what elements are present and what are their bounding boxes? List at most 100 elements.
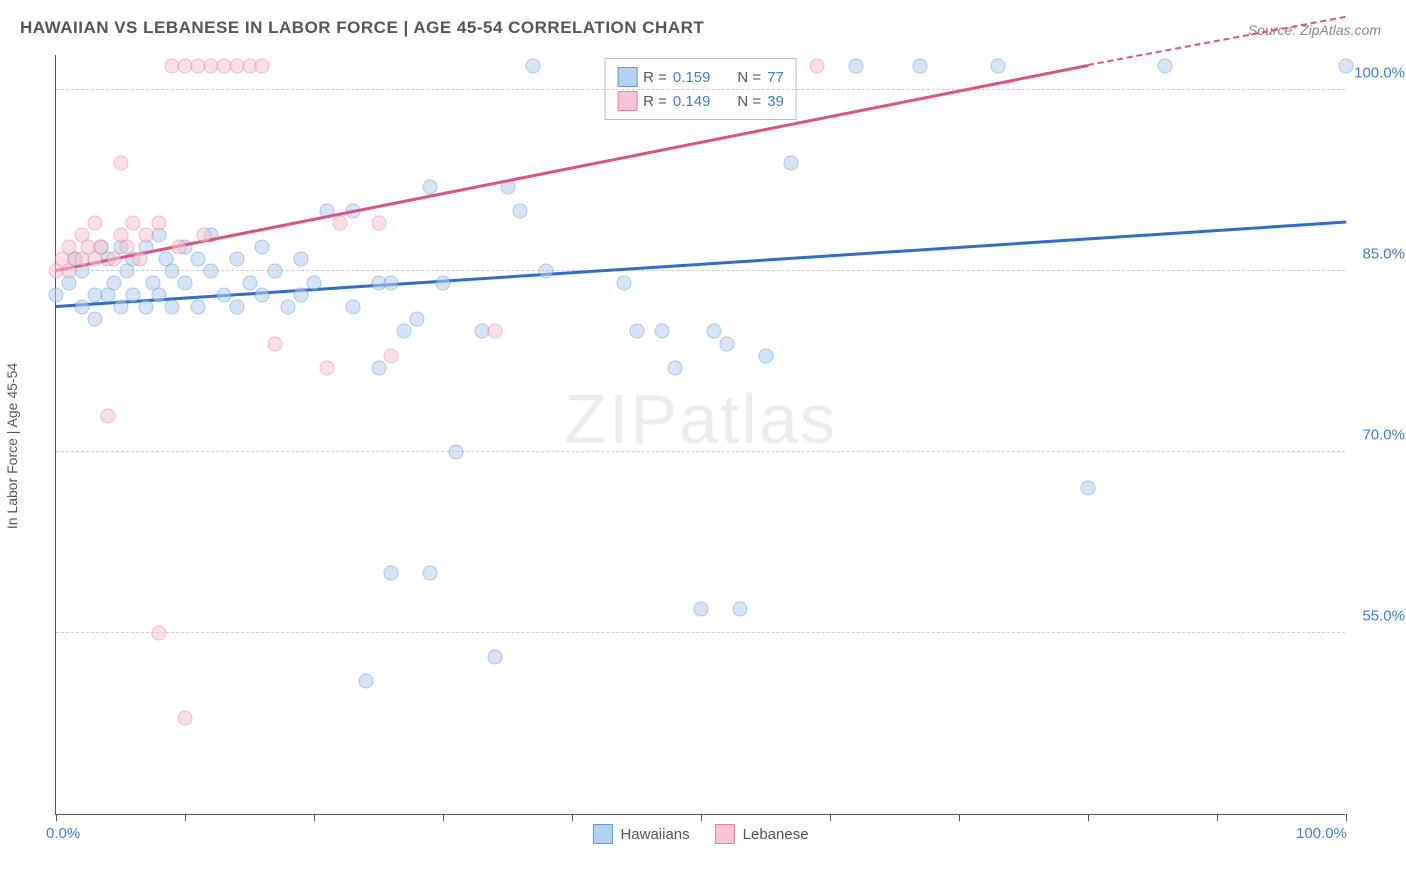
x-tick-mark [185,814,186,821]
data-point [487,324,502,339]
series-legend: Hawaiians Lebanese [592,824,808,844]
legend-item: Lebanese [715,824,809,844]
data-point [423,565,438,580]
data-point [255,59,270,74]
data-point [113,155,128,170]
data-point [152,288,167,303]
x-tick-mark [701,814,702,821]
x-tick-mark [443,814,444,821]
data-point [448,445,463,460]
n-label: N = [737,93,761,110]
data-point [1158,59,1173,74]
data-point [178,276,193,291]
data-point [668,360,683,375]
data-point [216,288,231,303]
x-tick-mark [314,814,315,821]
data-point [113,300,128,315]
y-tick-label: 55.0% [1362,608,1405,625]
data-point [848,59,863,74]
data-point [732,601,747,616]
data-point [513,203,528,218]
legend-swatch [617,67,637,87]
n-value: 77 [767,69,784,86]
data-point [107,252,122,267]
y-axis-label: In Labor Force | Age 45-54 [4,363,20,529]
data-point [94,240,109,255]
gridline-h [56,632,1345,633]
data-point [384,565,399,580]
x-tick-mark [830,814,831,821]
data-point [74,300,89,315]
data-point [197,227,212,242]
legend-row: R = 0.159N = 77 [617,65,784,89]
data-point [139,300,154,315]
data-point [694,601,709,616]
legend-label: Lebanese [743,826,809,843]
trend-line [56,220,1346,307]
data-point [913,59,928,74]
chart-plot-area: ZIPatlas R = 0.159N = 77R = 0.149N = 39 … [55,55,1345,815]
data-point [384,348,399,363]
trend-line-ext [1088,16,1346,66]
data-point [171,240,186,255]
n-label: N = [737,69,761,86]
r-value: 0.159 [673,69,711,86]
data-point [371,360,386,375]
data-point [178,710,193,725]
x-tick-mark [1217,814,1218,821]
data-point [706,324,721,339]
r-label: R = [643,93,667,110]
data-point [87,312,102,327]
data-point [242,276,257,291]
data-point [294,288,309,303]
data-point [152,626,167,641]
data-point [87,215,102,230]
y-tick-label: 100.0% [1354,65,1405,82]
data-point [126,288,141,303]
x-tick-mark [572,814,573,821]
chart-title: HAWAIIAN VS LEBANESE IN LABOR FORCE | AG… [20,18,704,38]
legend-swatch [592,824,612,844]
data-point [436,276,451,291]
data-point [423,179,438,194]
data-point [107,276,122,291]
data-point [126,215,141,230]
gridline-h [56,89,1345,90]
legend-swatch [715,824,735,844]
gridline-h [56,270,1345,271]
legend-item: Hawaiians [592,824,689,844]
data-point [294,252,309,267]
x-tick-mark [959,814,960,821]
watermark-text: ZIPatlas [564,379,837,459]
n-value: 39 [767,93,784,110]
data-point [268,336,283,351]
data-point [165,264,180,279]
data-point [255,288,270,303]
data-point [281,300,296,315]
x-tick-mark [1088,814,1089,821]
data-point [49,288,64,303]
r-value: 0.149 [673,93,711,110]
data-point [255,240,270,255]
gridline-h [56,451,1345,452]
data-point [332,215,347,230]
y-tick-label: 85.0% [1362,246,1405,263]
data-point [784,155,799,170]
data-point [616,276,631,291]
data-point [719,336,734,351]
data-point [165,300,180,315]
data-point [526,59,541,74]
data-point [139,227,154,242]
data-point [319,360,334,375]
data-point [758,348,773,363]
data-point [358,674,373,689]
data-point [629,324,644,339]
data-point [190,252,205,267]
data-point [229,252,244,267]
data-point [990,59,1005,74]
data-point [384,276,399,291]
data-point [100,408,115,423]
y-tick-label: 70.0% [1362,427,1405,444]
data-point [119,240,134,255]
x-tick-mark [56,814,57,821]
